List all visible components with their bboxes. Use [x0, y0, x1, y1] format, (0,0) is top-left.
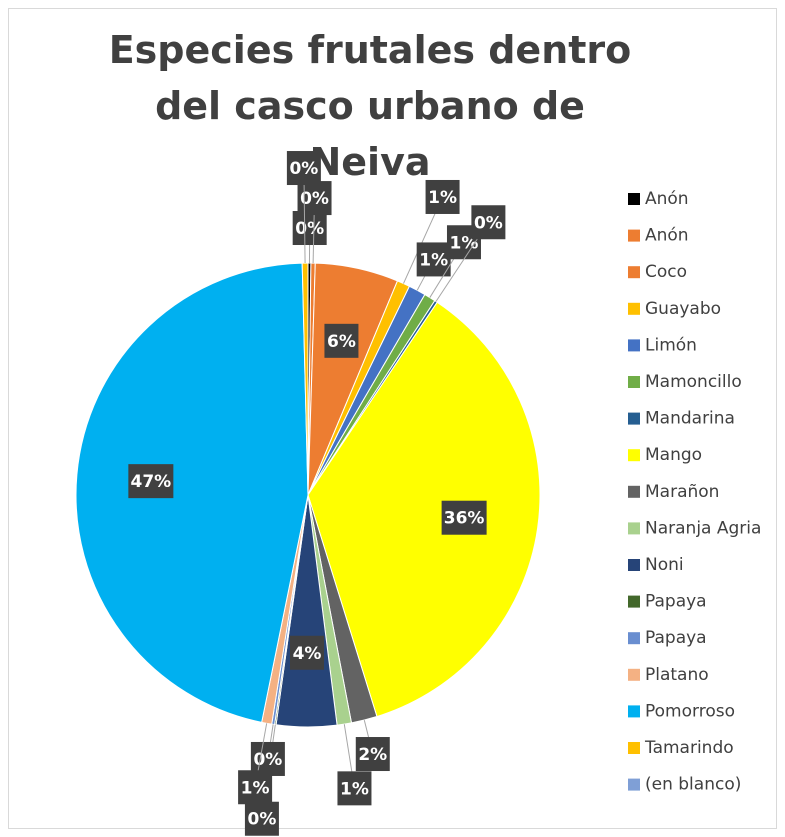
data-label: 1% [428, 188, 457, 208]
legend-swatch [628, 412, 640, 425]
legend-label: Mandarina [645, 409, 735, 429]
label-box [441, 500, 487, 535]
legend-swatch [628, 193, 640, 205]
legend-label: Tamarindo [644, 738, 734, 758]
legend-swatch [628, 339, 640, 352]
legend-label: (en blanco) [645, 775, 741, 795]
legend-label: Anón [645, 226, 689, 246]
legend-swatch [628, 229, 640, 242]
label-box [286, 151, 321, 186]
legend-swatch [628, 668, 640, 681]
label-box [355, 737, 390, 772]
label-box [128, 464, 174, 499]
legend-label: Papaya [645, 628, 707, 648]
pie-slice [307, 301, 541, 718]
data-label: 0% [295, 219, 324, 239]
label-box [471, 205, 506, 240]
legend-label: Guayabo [645, 299, 721, 319]
label-box [425, 179, 460, 214]
legend-swatch [628, 522, 640, 535]
legend-label: Coco [645, 262, 687, 282]
label-box [244, 801, 279, 836]
legend-label: Platano [645, 665, 709, 685]
data-label: 2% [358, 745, 387, 765]
data-label: 0% [247, 810, 276, 830]
legend-label: Mamoncillo [645, 372, 742, 392]
legend-label: Pomorroso [645, 701, 735, 721]
data-label: 6% [327, 332, 356, 352]
legend-label: Anón [645, 189, 689, 209]
data-label: 1% [419, 250, 448, 270]
legend-swatch [628, 559, 640, 571]
data-label: 0% [253, 750, 282, 770]
label-box [297, 181, 332, 216]
data-label: 0% [300, 189, 329, 209]
legend-swatch [628, 595, 640, 608]
pie-slice [75, 262, 309, 723]
label-box [416, 242, 451, 277]
legend-swatch [628, 778, 640, 791]
data-label: 4% [293, 644, 322, 664]
chart-border [8, 8, 777, 829]
label-box [337, 771, 372, 806]
legend-label: Mango [645, 445, 702, 465]
legend-swatch [628, 485, 640, 498]
legend-label: Limón [645, 335, 697, 355]
legend-swatch [628, 742, 640, 754]
data-label: 0% [289, 159, 318, 179]
legend-label: Marañon [645, 482, 719, 502]
data-label: 36% [444, 509, 485, 529]
legend-swatch [628, 302, 640, 315]
legend-swatch [628, 632, 640, 645]
chart-title: Especies frutales dentro del casco urban… [108, 28, 632, 184]
data-label: 0% [474, 213, 503, 233]
label-box [324, 323, 359, 358]
data-label: 1% [340, 779, 369, 799]
legend-swatch [628, 449, 640, 462]
data-label: 1% [241, 778, 270, 798]
label-box [238, 770, 273, 805]
legend-label: Naranja Agria [645, 518, 761, 538]
legend-label: Papaya [645, 592, 707, 612]
legend-label: Noni [645, 555, 684, 575]
label-box [292, 211, 327, 246]
data-label: 47% [130, 472, 171, 492]
label-box [290, 635, 325, 670]
legend-swatch [628, 266, 640, 279]
legend-swatch [628, 705, 640, 718]
legend-swatch [628, 376, 640, 388]
